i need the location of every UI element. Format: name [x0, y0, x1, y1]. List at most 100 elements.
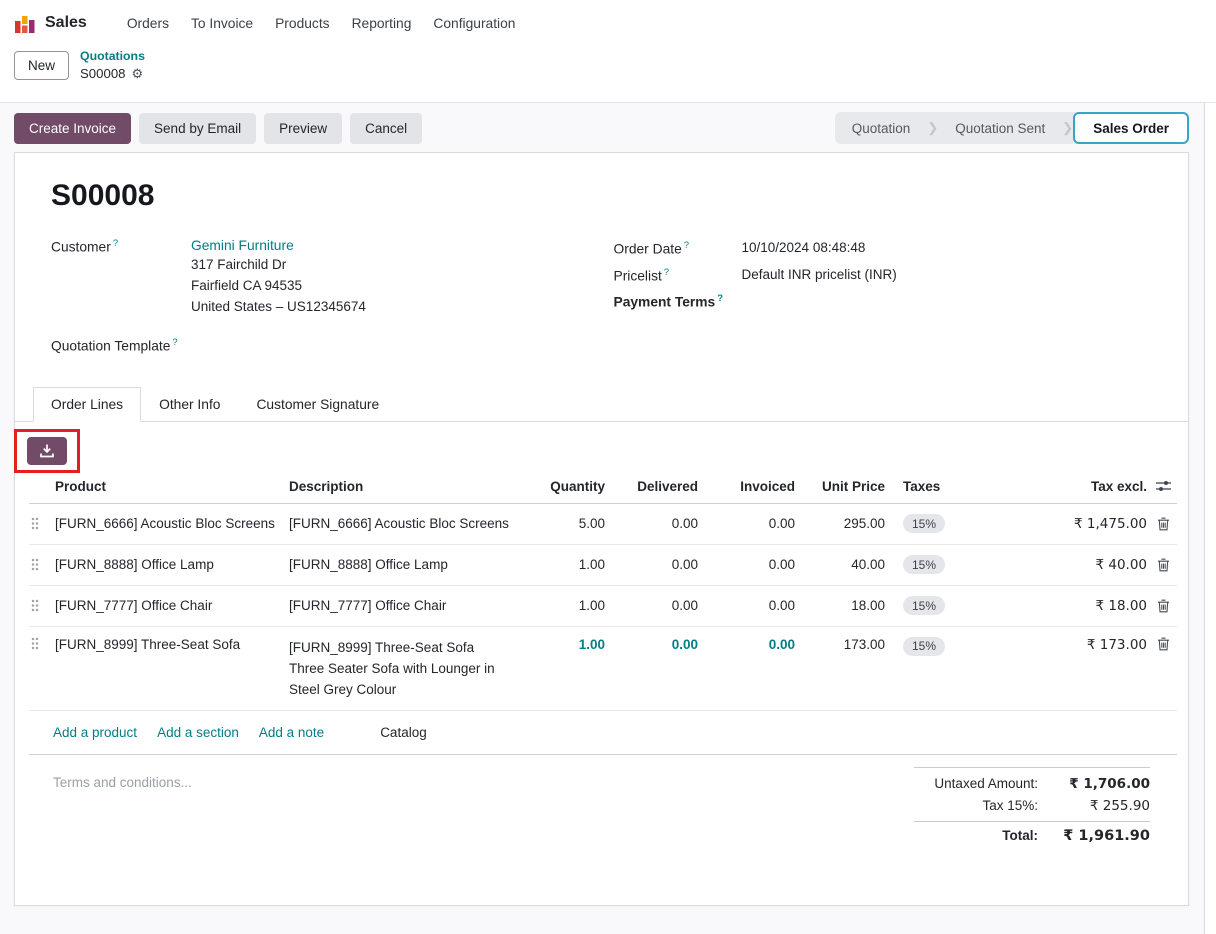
- menu-configuration[interactable]: Configuration: [433, 15, 516, 31]
- tab-order-lines[interactable]: Order Lines: [33, 386, 142, 422]
- untaxed-amount-label: Untaxed Amount:: [934, 775, 1038, 791]
- chevron-right-icon: ❯: [927, 120, 939, 135]
- customer-address: 317 Fairchild Dr Fairfield CA 94535 Unit…: [191, 257, 366, 314]
- line-unit-price[interactable]: 173.00: [843, 636, 885, 652]
- optional-columns-icon[interactable]: [1149, 480, 1177, 492]
- tab-other-info[interactable]: Other Info: [159, 396, 221, 412]
- tax-badge[interactable]: 15%: [903, 596, 946, 616]
- table-header-row: Product Description Quantity Delivered I…: [29, 470, 1177, 504]
- total-label: Total:: [1002, 827, 1038, 843]
- cancel-button[interactable]: Cancel: [350, 112, 423, 144]
- line-product[interactable]: [FURN_7777] Office Chair: [55, 598, 213, 614]
- col-quantity: Quantity: [550, 478, 605, 494]
- menu-reporting[interactable]: Reporting: [351, 15, 412, 31]
- status-step-quotation-sent[interactable]: Quotation Sent: [955, 120, 1046, 136]
- help-icon: ?: [172, 337, 178, 348]
- breadcrumb: New Quotations S00008 ⚙: [14, 49, 1216, 82]
- help-icon: ?: [683, 240, 690, 251]
- app-name[interactable]: Sales: [45, 14, 87, 31]
- tab-customer-signature[interactable]: Customer Signature: [256, 396, 380, 412]
- help-icon: ?: [663, 266, 670, 278]
- line-product[interactable]: [FURN_6666] Acoustic Bloc Screens: [55, 516, 275, 532]
- new-button[interactable]: New: [14, 51, 70, 81]
- quotation-template-label: Quotation Template?: [51, 337, 178, 354]
- table-row[interactable]: [FURN_7777] Office Chair [FURN_7777] Off…: [29, 586, 1177, 627]
- line-delivered[interactable]: 0.00: [671, 516, 698, 532]
- add-section-link[interactable]: Add a section: [157, 724, 239, 740]
- bottom-section: Terms and conditions... Untaxed Amount: …: [51, 766, 1150, 847]
- delete-line-button[interactable]: [1149, 558, 1177, 572]
- col-product: Product: [55, 478, 107, 494]
- drag-handle-icon[interactable]: [29, 517, 49, 530]
- line-invoiced[interactable]: 0.00: [768, 516, 795, 532]
- drag-handle-icon[interactable]: [29, 558, 49, 571]
- delete-line-button[interactable]: [1149, 637, 1177, 651]
- line-description[interactable]: [FURN_8888] Office Lamp: [289, 557, 448, 573]
- line-invoiced[interactable]: 0.00: [768, 598, 795, 614]
- line-subtotal: ₹ 40.00: [1095, 556, 1147, 573]
- order-lines-panel: Product Description Quantity Delivered I…: [14, 422, 1177, 847]
- menu-to-invoice[interactable]: To Invoice: [190, 15, 254, 31]
- col-delivered: Delivered: [637, 478, 698, 494]
- line-description[interactable]: [FURN_7777] Office Chair: [289, 598, 447, 614]
- line-quantity[interactable]: 1.00: [578, 636, 605, 652]
- status-step-quotation[interactable]: Quotation: [851, 120, 911, 136]
- preview-button[interactable]: Preview: [264, 112, 343, 144]
- delete-line-button[interactable]: [1149, 517, 1177, 531]
- breadcrumb-quotations-link[interactable]: Quotations: [80, 49, 145, 63]
- delete-line-button[interactable]: [1149, 599, 1177, 613]
- order-date-label: Order Date?: [613, 240, 690, 257]
- line-subtotal: ₹ 1,475.00: [1074, 515, 1147, 532]
- line-quantity[interactable]: 5.00: [578, 516, 605, 532]
- terms-placeholder[interactable]: Terms and conditions...: [53, 774, 192, 790]
- create-invoice-button[interactable]: Create Invoice: [14, 112, 132, 144]
- col-taxes: Taxes: [903, 478, 941, 494]
- add-product-link[interactable]: Add a product: [53, 724, 138, 740]
- table-row[interactable]: [FURN_8999] Three-Seat Sofa [FURN_8999] …: [29, 627, 1177, 711]
- tax-badge[interactable]: 15%: [903, 636, 946, 656]
- customer-link[interactable]: Gemini Furniture: [191, 238, 294, 253]
- order-date-field[interactable]: 10/10/2024 08:48:48: [741, 240, 866, 255]
- line-quantity[interactable]: 1.00: [578, 598, 605, 614]
- status-bar: Quotation ❯ Quotation Sent ❯ Sales Order: [834, 112, 1189, 144]
- tax-badge[interactable]: 15%: [903, 555, 946, 575]
- line-delivered[interactable]: 0.00: [671, 598, 698, 614]
- line-unit-price[interactable]: 40.00: [851, 557, 885, 573]
- send-by-email-button[interactable]: Send by Email: [139, 112, 257, 144]
- line-product[interactable]: [FURN_8888] Office Lamp: [55, 557, 214, 573]
- import-records-button[interactable]: [27, 436, 67, 465]
- catalog-link[interactable]: Catalog: [380, 724, 427, 740]
- drag-handle-icon[interactable]: [29, 599, 49, 612]
- table-row[interactable]: [FURN_8888] Office Lamp [FURN_8888] Offi…: [29, 545, 1177, 586]
- line-description[interactable]: [FURN_6666] Acoustic Bloc Screens: [289, 516, 509, 532]
- line-delivered[interactable]: 0.00: [671, 557, 698, 573]
- left-field-column: Customer? Gemini Furniture 317 Fairchild…: [51, 235, 588, 357]
- table-footer-links: Add a product Add a section Add a note C…: [29, 711, 1177, 755]
- line-product[interactable]: [FURN_8999] Three-Seat Sofa: [55, 636, 241, 652]
- line-invoiced[interactable]: 0.00: [768, 557, 795, 573]
- line-delivered[interactable]: 0.00: [671, 636, 698, 652]
- line-invoiced[interactable]: 0.00: [768, 636, 795, 652]
- gear-icon[interactable]: ⚙: [131, 66, 144, 82]
- top-bar: Sales Orders To Invoice Products Reporti…: [0, 0, 1216, 103]
- pricelist-field[interactable]: Default INR pricelist (INR): [741, 266, 897, 282]
- sales-app-icon[interactable]: [14, 12, 36, 34]
- line-unit-price[interactable]: 18.00: [851, 598, 885, 614]
- drag-handle-icon[interactable]: [29, 637, 49, 650]
- download-icon: [40, 444, 54, 457]
- line-description[interactable]: [FURN_8999] Three-Seat Sofa Three Seater…: [289, 639, 495, 697]
- menu-products[interactable]: Products: [275, 15, 330, 31]
- menu-orders[interactable]: Orders: [126, 15, 169, 31]
- table-row[interactable]: [FURN_6666] Acoustic Bloc Screens [FURN_…: [29, 504, 1177, 545]
- nav-row: Sales Orders To Invoice Products Reporti…: [14, 0, 1216, 44]
- col-unit-price: Unit Price: [821, 478, 885, 494]
- line-unit-price[interactable]: 295.00: [843, 516, 885, 532]
- add-note-link[interactable]: Add a note: [258, 724, 325, 740]
- status-step-sales-order[interactable]: Sales Order: [1073, 112, 1189, 144]
- action-bar: Create Invoice Send by Email Preview Can…: [0, 103, 1204, 144]
- col-description: Description: [289, 478, 364, 494]
- tax-badge[interactable]: 15%: [903, 514, 946, 534]
- order-lines-table: Product Description Quantity Delivered I…: [29, 470, 1177, 755]
- line-subtotal: ₹ 173.00: [1086, 636, 1147, 653]
- line-quantity[interactable]: 1.00: [578, 557, 605, 573]
